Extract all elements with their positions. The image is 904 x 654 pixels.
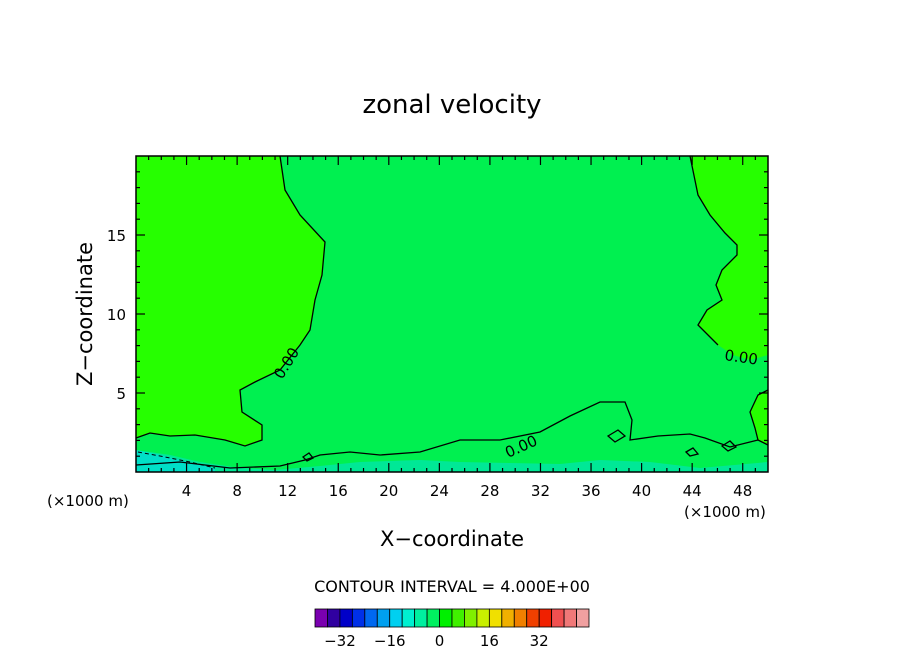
x-tick-label: 24 xyxy=(430,482,449,500)
colorbar-swatch xyxy=(563,608,577,628)
positive-region-left xyxy=(136,156,325,446)
colorbar-swatch xyxy=(538,608,553,628)
x-tick-label: 44 xyxy=(683,482,702,500)
zero-contour-ring-4 xyxy=(301,452,315,462)
zero-contour-right xyxy=(689,155,738,346)
colorbar-swatch xyxy=(389,608,403,628)
x-tick-labels: 4 8 12 16 20 24 28 32 36 40 44 48 xyxy=(182,482,752,500)
colorbar-swatch xyxy=(464,608,478,628)
colorbar-tick-label: 0 xyxy=(435,632,445,650)
colorbar-swatch xyxy=(476,608,490,628)
x-tick-label: 48 xyxy=(733,482,752,500)
x-axis-label: X−coordinate xyxy=(380,527,524,551)
zero-contour-ring-2 xyxy=(684,447,700,457)
y-tick-label: 15 xyxy=(107,227,126,245)
x-tick-label: 36 xyxy=(581,482,600,500)
colorbar-swatch xyxy=(551,608,565,628)
negative-layer-bottom xyxy=(136,450,768,472)
colorbar-swatch xyxy=(339,608,353,628)
colorbar-tick-label: 16 xyxy=(480,632,499,650)
colorbar-swatch xyxy=(526,608,540,628)
contour-interval-text: CONTOUR INTERVAL = 4.000E+00 xyxy=(314,577,590,596)
x-unit-left: (×1000 m) xyxy=(47,492,129,510)
x-tick-label: 4 xyxy=(182,482,192,500)
colorbar-tick-labels: −32 −16 0 16 32 xyxy=(324,632,549,650)
colorbar-swatch xyxy=(488,608,503,628)
x-tick-label: 12 xyxy=(278,482,297,500)
colorbar-swatch xyxy=(327,608,341,628)
colorbar-swatch xyxy=(513,608,528,628)
colorbar-tick-label: −32 xyxy=(324,632,356,650)
plot-area: 0.00 0.00 0.00 xyxy=(135,155,769,473)
colorbar-swatch xyxy=(501,608,515,628)
axis-ticks xyxy=(136,156,768,472)
negative-region-corner xyxy=(136,450,215,472)
colorbar-swatch xyxy=(364,608,378,628)
x-tick-label: 40 xyxy=(632,482,651,500)
y-tick-labels: 5 10 15 xyxy=(107,227,126,403)
colorbar-swatch xyxy=(439,608,453,628)
colorbar-swatch xyxy=(401,608,416,628)
colorbar-swatch xyxy=(451,608,465,628)
colorbar-swatch xyxy=(351,608,366,628)
x-tick-label: 20 xyxy=(379,482,398,500)
colorbar xyxy=(314,608,590,628)
zero-contour-bottom xyxy=(135,401,759,469)
zero-contour-left xyxy=(135,155,326,447)
colorbar-swatch xyxy=(414,608,428,628)
colorbar-swatch xyxy=(314,608,328,628)
contour-label: 0.00 xyxy=(723,346,759,368)
y-tick-label: 10 xyxy=(107,306,126,324)
colorbar-swatch xyxy=(376,608,391,628)
x-tick-label: 28 xyxy=(480,482,499,500)
colorbar-tick-label: −16 xyxy=(374,632,406,650)
colorbar-swatch xyxy=(576,608,590,628)
x-tick-label: 8 xyxy=(232,482,242,500)
x-unit-right: (×1000 m) xyxy=(684,503,766,521)
colorbar-tick-label: 32 xyxy=(530,632,549,650)
zero-contour-right-low xyxy=(749,389,769,446)
dashed-contour-bottom xyxy=(137,451,216,469)
colorbar-swatch xyxy=(426,608,440,628)
y-tick-label: 5 xyxy=(116,385,126,403)
zero-contours xyxy=(135,155,769,469)
zero-contour-ring-3 xyxy=(720,440,738,452)
x-tick-label: 32 xyxy=(531,482,550,500)
zero-contour-ring-1 xyxy=(606,429,627,443)
x-tick-label: 16 xyxy=(329,482,348,500)
chart-title: zonal velocity xyxy=(362,90,541,120)
y-axis-label: Z−coordinate xyxy=(73,242,97,386)
